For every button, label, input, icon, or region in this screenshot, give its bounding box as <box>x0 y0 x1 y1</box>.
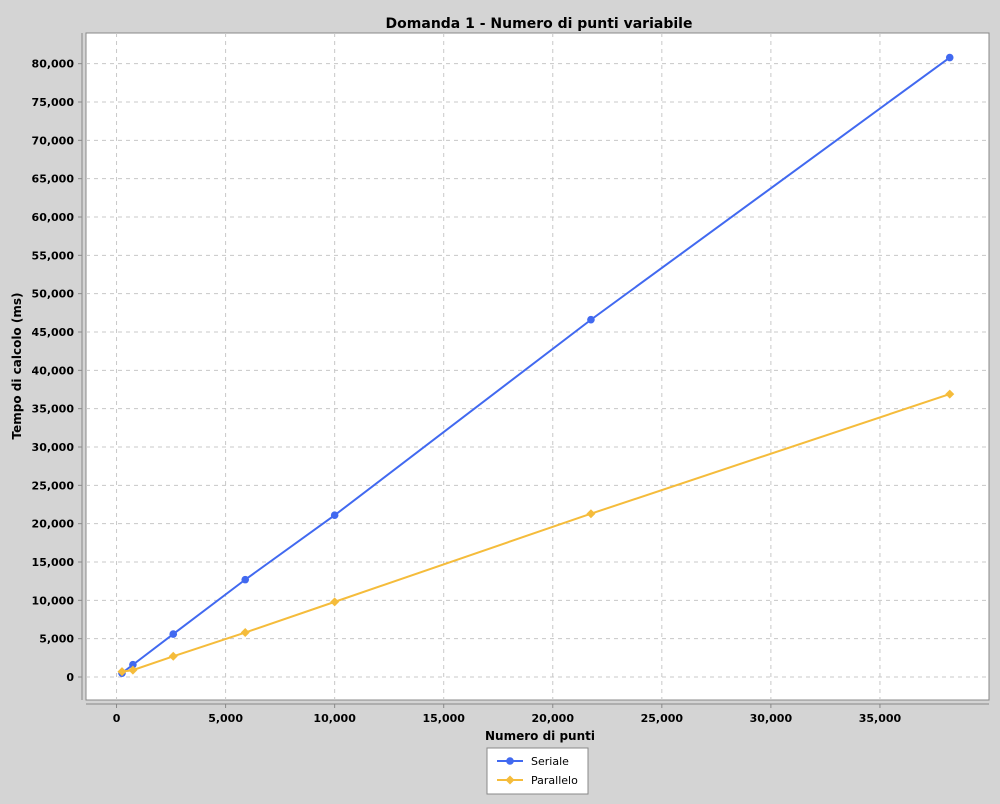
data-point <box>168 651 178 661</box>
data-point <box>945 53 954 62</box>
y-tick-label: 15,000 <box>32 556 75 569</box>
data-point <box>117 667 127 677</box>
series-parallelo <box>117 389 955 677</box>
x-tick-label: 20,000 <box>532 712 575 725</box>
y-tick-label: 50,000 <box>32 288 75 301</box>
y-tick-label: 20,000 <box>32 518 75 531</box>
y-tick-label: 45,000 <box>32 326 75 339</box>
legend-label: Parallelo <box>531 774 578 787</box>
data-point <box>129 660 137 669</box>
x-tick-label: 35,000 <box>859 712 902 725</box>
y-tick-label: 65,000 <box>32 173 75 186</box>
y-tick-label: 30,000 <box>32 441 75 454</box>
series-layer <box>117 53 955 677</box>
legend: Seriale Parallelo <box>486 747 589 795</box>
x-tick-label: 5,000 <box>208 712 243 725</box>
x-tick-label: 25,000 <box>641 712 684 725</box>
legend-box <box>486 747 589 795</box>
x-axis-label: Numero di punti <box>485 729 595 743</box>
grid-layer <box>86 33 989 700</box>
legend-item-parallelo: Parallelo <box>497 774 578 787</box>
chart-title: Domanda 1 - Numero di punti variabile <box>386 16 693 32</box>
y-tick-label: 10,000 <box>32 594 75 607</box>
x-tick-label: 30,000 <box>750 712 793 725</box>
y-tick-label: 40,000 <box>32 364 75 377</box>
data-point <box>945 389 955 399</box>
plot-area <box>85 32 990 701</box>
x-tick-label: 10,000 <box>313 712 356 725</box>
x-tick-label: 15,000 <box>422 712 465 725</box>
y-tick-label: 5,000 <box>39 633 74 646</box>
x-tick-label: 0 <box>113 712 121 725</box>
axis-layer: 0 5,000 10,000 15,000 20,000 25,000 30,000 35,0… <box>32 33 989 725</box>
series-seriale <box>118 53 954 677</box>
y-tick-label: 70,000 <box>32 134 75 147</box>
data-point <box>587 315 595 324</box>
data-point <box>241 575 250 584</box>
y-tick-label: 0 <box>66 671 74 684</box>
legend-items: Seriale Parallelo <box>497 755 578 787</box>
data-point <box>586 509 596 519</box>
y-tick-label: 55,000 <box>32 249 75 262</box>
legend-marker <box>506 757 514 765</box>
data-point <box>128 665 138 675</box>
data-point <box>240 628 250 638</box>
data-point <box>169 630 178 638</box>
y-tick-label: 75,000 <box>32 96 75 109</box>
y-tick-label: 35,000 <box>32 403 75 416</box>
y-tick-label: 60,000 <box>32 211 75 224</box>
y-tick-label: 25,000 <box>32 479 75 492</box>
legend-label: Seriale <box>531 755 569 768</box>
data-point <box>330 511 339 520</box>
legend-marker <box>505 775 515 785</box>
y-tick-label: 80,000 <box>32 58 75 71</box>
legend-item-seriale: Seriale <box>497 755 569 768</box>
data-point <box>330 597 340 607</box>
y-axis-label: Tempo di calcolo (ms) <box>10 293 24 440</box>
